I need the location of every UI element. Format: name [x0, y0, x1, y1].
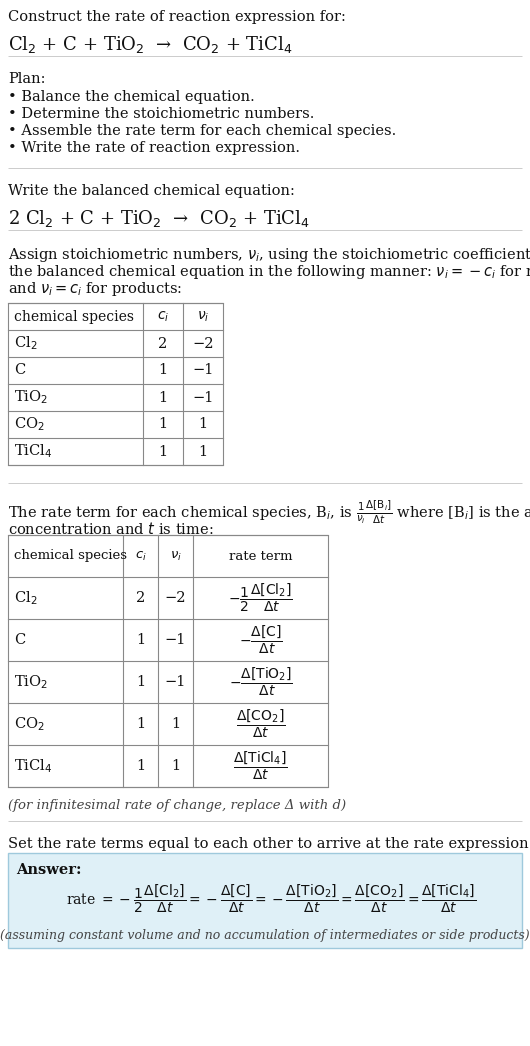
Text: Assign stoichiometric numbers, $\nu_i$, using the stoichiometric coefficients, $: Assign stoichiometric numbers, $\nu_i$, …: [8, 246, 530, 264]
Text: and $\nu_i = c_i$ for products:: and $\nu_i = c_i$ for products:: [8, 280, 182, 298]
Text: $-\dfrac{\Delta[\mathrm{C}]}{\Delta t}$: $-\dfrac{\Delta[\mathrm{C}]}{\Delta t}$: [238, 623, 282, 656]
Text: 1: 1: [136, 633, 145, 647]
Text: $\nu_i$: $\nu_i$: [197, 310, 209, 323]
Text: rate $= -\dfrac{1}{2}\dfrac{\Delta[\mathrm{Cl_2}]}{\Delta t} = -\dfrac{\Delta[\m: rate $= -\dfrac{1}{2}\dfrac{\Delta[\math…: [66, 883, 476, 915]
Text: rate term: rate term: [229, 549, 292, 563]
Text: 1: 1: [136, 759, 145, 773]
Text: −2: −2: [165, 591, 186, 605]
Text: 2 Cl$_2$ + C + TiO$_2$  →  CO$_2$ + TiCl$_4$: 2 Cl$_2$ + C + TiO$_2$ → CO$_2$ + TiCl$_…: [8, 208, 310, 229]
Text: • Write the rate of reaction expression.: • Write the rate of reaction expression.: [8, 141, 300, 155]
Text: $-\dfrac{\Delta[\mathrm{TiO_2}]}{\Delta t}$: $-\dfrac{\Delta[\mathrm{TiO_2}]}{\Delta …: [228, 666, 293, 698]
Text: 2: 2: [158, 337, 167, 350]
Text: $\nu_i$: $\nu_i$: [170, 549, 181, 563]
Text: • Balance the chemical equation.: • Balance the chemical equation.: [8, 90, 255, 104]
Text: −1: −1: [165, 633, 186, 647]
Text: concentration and $t$ is time:: concentration and $t$ is time:: [8, 521, 214, 537]
Text: (assuming constant volume and no accumulation of intermediates or side products): (assuming constant volume and no accumul…: [0, 930, 530, 942]
Bar: [8, 535, 328, 787]
Text: $\dfrac{\Delta[\mathrm{CO_2}]}{\Delta t}$: $\dfrac{\Delta[\mathrm{CO_2}]}{\Delta t}…: [236, 708, 285, 741]
Text: Write the balanced chemical equation:: Write the balanced chemical equation:: [8, 184, 295, 198]
Text: 1: 1: [158, 364, 167, 378]
Text: C: C: [14, 633, 25, 647]
Text: C: C: [14, 364, 25, 378]
Bar: [8, 303, 223, 465]
Text: (for infinitesimal rate of change, replace Δ with d): (for infinitesimal rate of change, repla…: [8, 799, 346, 812]
Text: Cl$_2$: Cl$_2$: [14, 589, 38, 607]
Text: $\dfrac{\Delta[\mathrm{TiCl_4}]}{\Delta t}$: $\dfrac{\Delta[\mathrm{TiCl_4}]}{\Delta …: [233, 750, 288, 782]
Text: 1: 1: [136, 717, 145, 731]
Text: Answer:: Answer:: [16, 863, 82, 877]
Text: 1: 1: [136, 675, 145, 689]
Text: TiCl$_4$: TiCl$_4$: [14, 442, 52, 460]
Text: 1: 1: [171, 717, 180, 731]
Text: 1: 1: [198, 417, 208, 432]
Text: the balanced chemical equation in the following manner: $\nu_i = -c_i$ for react: the balanced chemical equation in the fo…: [8, 263, 530, 281]
Text: chemical species: chemical species: [14, 310, 134, 323]
Text: • Assemble the rate term for each chemical species.: • Assemble the rate term for each chemic…: [8, 124, 396, 138]
Text: Cl$_2$ + C + TiO$_2$  →  CO$_2$ + TiCl$_4$: Cl$_2$ + C + TiO$_2$ → CO$_2$ + TiCl$_4$: [8, 35, 293, 55]
Text: TiCl$_4$: TiCl$_4$: [14, 757, 52, 775]
Text: 1: 1: [158, 390, 167, 405]
Text: • Determine the stoichiometric numbers.: • Determine the stoichiometric numbers.: [8, 107, 314, 121]
Text: −2: −2: [192, 337, 214, 350]
Text: 1: 1: [158, 445, 167, 458]
Text: CO$_2$: CO$_2$: [14, 415, 45, 433]
Text: 1: 1: [158, 417, 167, 432]
Text: −1: −1: [165, 675, 186, 689]
FancyBboxPatch shape: [8, 852, 522, 948]
Text: Cl$_2$: Cl$_2$: [14, 335, 38, 353]
Text: $c_i$: $c_i$: [157, 310, 169, 323]
Text: Plan:: Plan:: [8, 72, 46, 86]
Text: CO$_2$: CO$_2$: [14, 715, 45, 733]
Text: 1: 1: [171, 759, 180, 773]
Text: $-\dfrac{1}{2}\dfrac{\Delta[\mathrm{Cl_2}]}{\Delta t}$: $-\dfrac{1}{2}\dfrac{\Delta[\mathrm{Cl_2…: [228, 582, 293, 614]
Text: TiO$_2$: TiO$_2$: [14, 389, 48, 406]
Text: −1: −1: [192, 390, 214, 405]
Text: The rate term for each chemical species, B$_i$, is $\frac{1}{\nu_i}\frac{\Delta[: The rate term for each chemical species,…: [8, 499, 530, 526]
Text: −1: −1: [192, 364, 214, 378]
Text: chemical species: chemical species: [14, 549, 127, 563]
Text: Construct the rate of reaction expression for:: Construct the rate of reaction expressio…: [8, 10, 346, 24]
Text: 1: 1: [198, 445, 208, 458]
Text: 2: 2: [136, 591, 145, 605]
Text: $c_i$: $c_i$: [135, 549, 146, 563]
Text: TiO$_2$: TiO$_2$: [14, 674, 48, 690]
Text: Set the rate terms equal to each other to arrive at the rate expression:: Set the rate terms equal to each other t…: [8, 837, 530, 851]
